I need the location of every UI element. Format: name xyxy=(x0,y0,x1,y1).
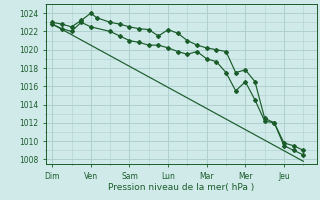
X-axis label: Pression niveau de la mer( hPa ): Pression niveau de la mer( hPa ) xyxy=(108,183,255,192)
